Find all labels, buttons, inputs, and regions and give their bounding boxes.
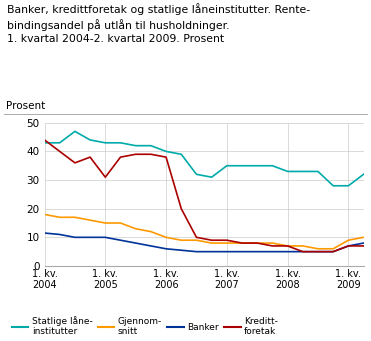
- Banker: [346, 244, 351, 248]
- Kreditt-
foretak: [118, 155, 123, 159]
- Kreditt-
foretak: [58, 149, 62, 153]
- Kreditt-
foretak: [301, 250, 305, 254]
- Gjennom-
snitt: [331, 247, 335, 251]
- Statlige låne-
institutter: [134, 144, 138, 148]
- Text: Banker, kredittforetak og statlige låneinstitutter. Rente-
bindingsandel på utlå: Banker, kredittforetak og statlige lånei…: [7, 3, 311, 44]
- Gjennom-
snitt: [209, 241, 214, 245]
- Gjennom-
snitt: [346, 238, 351, 242]
- Kreditt-
foretak: [346, 244, 351, 248]
- Banker: [361, 241, 366, 245]
- Banker: [118, 238, 123, 242]
- Statlige låne-
institutter: [255, 164, 259, 168]
- Statlige låne-
institutter: [42, 141, 47, 145]
- Kreditt-
foretak: [73, 161, 77, 165]
- Banker: [149, 244, 153, 248]
- Gjennom-
snitt: [285, 244, 290, 248]
- Statlige låne-
institutter: [270, 164, 275, 168]
- Gjennom-
snitt: [73, 215, 77, 219]
- Banker: [270, 250, 275, 254]
- Kreditt-
foretak: [149, 152, 153, 156]
- Kreditt-
foretak: [361, 244, 366, 248]
- Banker: [224, 250, 229, 254]
- Gjennom-
snitt: [361, 235, 366, 239]
- Banker: [42, 231, 47, 235]
- Banker: [255, 250, 259, 254]
- Line: Statlige låne-
institutter: Statlige låne- institutter: [45, 131, 364, 186]
- Banker: [301, 250, 305, 254]
- Kreditt-
foretak: [164, 155, 168, 159]
- Statlige låne-
institutter: [118, 141, 123, 145]
- Line: Banker: Banker: [45, 233, 364, 252]
- Statlige låne-
institutter: [194, 172, 199, 176]
- Banker: [179, 248, 184, 252]
- Banker: [164, 247, 168, 251]
- Kreditt-
foretak: [255, 241, 259, 245]
- Kreditt-
foretak: [103, 175, 108, 179]
- Banker: [331, 250, 335, 254]
- Kreditt-
foretak: [209, 238, 214, 242]
- Statlige låne-
institutter: [73, 129, 77, 133]
- Gjennom-
snitt: [255, 241, 259, 245]
- Gjennom-
snitt: [270, 241, 275, 245]
- Kreditt-
foretak: [179, 207, 184, 211]
- Line: Kreditt-
foretak: Kreditt- foretak: [45, 140, 364, 252]
- Banker: [134, 241, 138, 245]
- Banker: [88, 235, 92, 239]
- Kreditt-
foretak: [285, 244, 290, 248]
- Statlige låne-
institutter: [149, 144, 153, 148]
- Gjennom-
snitt: [179, 238, 184, 242]
- Gjennom-
snitt: [58, 215, 62, 219]
- Statlige låne-
institutter: [331, 184, 335, 188]
- Gjennom-
snitt: [149, 229, 153, 234]
- Line: Gjennom-
snitt: Gjennom- snitt: [45, 214, 364, 249]
- Statlige låne-
institutter: [58, 141, 62, 145]
- Statlige låne-
institutter: [224, 164, 229, 168]
- Text: Prosent: Prosent: [6, 101, 46, 111]
- Kreditt-
foretak: [270, 244, 275, 248]
- Banker: [240, 250, 244, 254]
- Banker: [285, 250, 290, 254]
- Gjennom-
snitt: [240, 241, 244, 245]
- Statlige låne-
institutter: [240, 164, 244, 168]
- Banker: [316, 250, 320, 254]
- Kreditt-
foretak: [316, 250, 320, 254]
- Gjennom-
snitt: [42, 212, 47, 217]
- Gjennom-
snitt: [88, 218, 92, 222]
- Statlige låne-
institutter: [209, 175, 214, 179]
- Gjennom-
snitt: [164, 235, 168, 239]
- Banker: [73, 235, 77, 239]
- Gjennom-
snitt: [118, 221, 123, 225]
- Banker: [58, 233, 62, 237]
- Banker: [194, 250, 199, 254]
- Gjennom-
snitt: [194, 238, 199, 242]
- Statlige låne-
institutter: [179, 152, 184, 156]
- Gjennom-
snitt: [224, 241, 229, 245]
- Statlige låne-
institutter: [316, 169, 320, 174]
- Banker: [103, 235, 108, 239]
- Gjennom-
snitt: [301, 244, 305, 248]
- Kreditt-
foretak: [240, 241, 244, 245]
- Gjennom-
snitt: [103, 221, 108, 225]
- Kreditt-
foretak: [88, 155, 92, 159]
- Gjennom-
snitt: [134, 227, 138, 231]
- Kreditt-
foretak: [331, 250, 335, 254]
- Statlige låne-
institutter: [103, 141, 108, 145]
- Statlige låne-
institutter: [164, 149, 168, 153]
- Statlige låne-
institutter: [285, 169, 290, 174]
- Statlige låne-
institutter: [301, 169, 305, 174]
- Kreditt-
foretak: [42, 138, 47, 142]
- Kreditt-
foretak: [224, 238, 229, 242]
- Statlige låne-
institutter: [361, 172, 366, 176]
- Kreditt-
foretak: [194, 235, 199, 239]
- Legend: Statlige låne-
institutter, Gjennom-
snitt, Banker, Kreditt-
foretak: Statlige låne- institutter, Gjennom- sni…: [12, 316, 278, 337]
- Statlige låne-
institutter: [346, 184, 351, 188]
- Gjennom-
snitt: [316, 247, 320, 251]
- Statlige låne-
institutter: [88, 138, 92, 142]
- Banker: [209, 250, 214, 254]
- Kreditt-
foretak: [134, 152, 138, 156]
